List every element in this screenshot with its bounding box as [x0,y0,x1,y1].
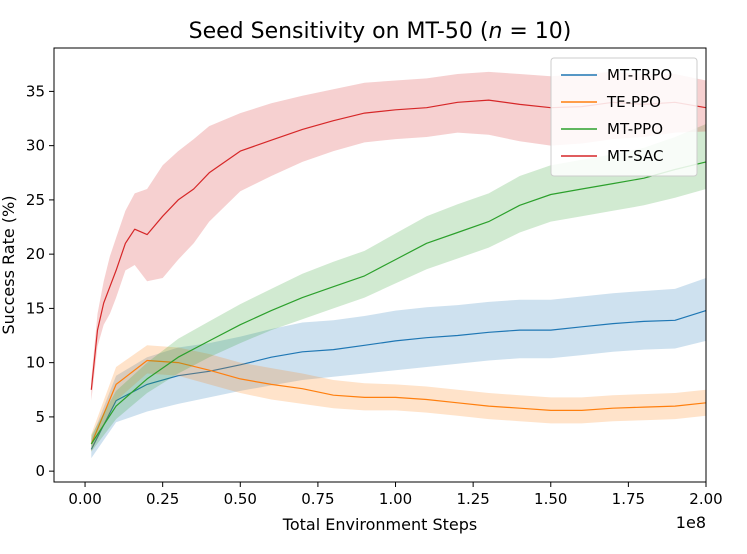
x-axis-label: Total Environment Steps [282,515,477,534]
legend-box [550,57,698,177]
y-axis-label: Success Rate (%) [0,196,18,335]
x-tick-label: 0.50 [224,490,257,508]
x-tick-label: 1.50 [534,490,567,508]
band-te-ppo [91,345,707,452]
x-offset-label: 1e8 [676,513,706,532]
band-mt-sac [91,71,707,401]
y-tick-label: 10 [26,354,45,372]
legend: MT-TRPO TE-PPO MT-PPO MT-SAC [550,57,698,177]
plot-area [90,71,707,459]
plot-frame [53,47,707,483]
y-tick-label: 20 [26,245,45,263]
band-mt-trpo [91,278,707,459]
title-variable: n [488,19,502,44]
y-tick-label: 5 [35,408,45,426]
legend-entry: MT-PPO [607,120,663,138]
y-tick-label: 25 [26,191,45,209]
x-tick-label: 1.75 [612,490,645,508]
line-mt-ppo [90,161,707,445]
legend-entry: MT-SAC [607,147,663,165]
chart-title: Seed Sensitivity on MT-50 (n = 10) [189,19,572,44]
x-tick-label: 1.00 [379,490,412,508]
x-tick-label: 1.25 [456,490,489,508]
x-tick-label: 0.00 [68,490,101,508]
legend-entry: MT-TRPO [607,66,672,84]
y-axis: 0 5 10 15 20 25 30 35 [26,82,54,480]
x-tick-label: 0.75 [301,490,334,508]
band-mt-ppo [91,124,707,452]
y-tick-label: 0 [35,462,45,480]
line-mt-trpo [90,310,707,450]
title-suffix: = 10) [502,19,571,44]
x-tick-label: 0.25 [146,490,179,508]
y-tick-label: 15 [26,299,45,317]
line-te-ppo [90,359,707,445]
legend-entry: TE-PPO [606,93,661,111]
y-tick-label: 30 [26,137,45,155]
x-tick-label: 2.00 [689,490,722,508]
x-axis: 0.00 0.25 0.50 0.75 1.00 1.25 1.50 1.75 2.00 [68,482,723,508]
y-tick-label: 35 [26,82,45,100]
title-prefix: Seed Sensitivity on MT-50 ( [189,19,489,44]
